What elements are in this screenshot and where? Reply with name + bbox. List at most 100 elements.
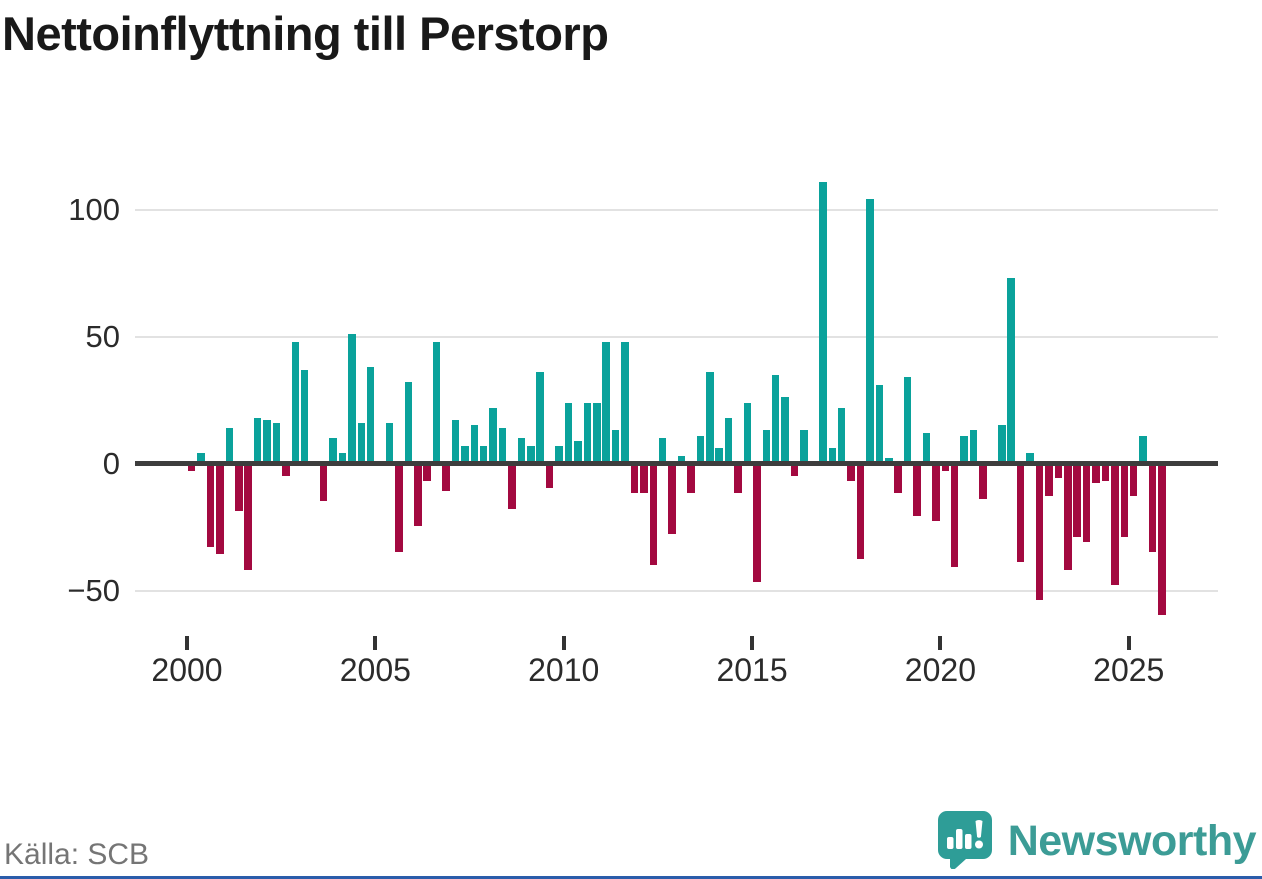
bar — [1139, 435, 1147, 464]
bar — [1120, 465, 1129, 537]
gridline — [135, 589, 1218, 592]
bar — [1035, 465, 1044, 601]
x-axis-tick — [185, 636, 189, 650]
bar — [1129, 465, 1138, 496]
bar — [800, 430, 808, 464]
bar — [1111, 465, 1119, 585]
bar — [216, 465, 224, 555]
bar — [913, 465, 921, 517]
bar — [687, 465, 695, 494]
bar — [451, 420, 460, 464]
bar — [734, 465, 742, 494]
bar — [593, 402, 601, 464]
bar — [677, 455, 686, 464]
bar — [950, 465, 959, 568]
bar — [187, 465, 196, 471]
bar — [432, 341, 441, 464]
bar — [395, 465, 403, 552]
bar — [922, 433, 931, 464]
bar — [1148, 465, 1157, 552]
bar — [536, 372, 544, 464]
bar — [658, 438, 667, 464]
bar — [1026, 453, 1034, 464]
bar — [819, 181, 827, 464]
bar — [1045, 465, 1053, 496]
bar — [696, 435, 705, 464]
bar — [461, 445, 469, 464]
bar — [338, 453, 347, 464]
bar — [715, 448, 723, 464]
x-axis-tick — [561, 636, 566, 650]
y-axis-label: 50 — [85, 318, 120, 354]
bar — [885, 458, 893, 464]
y-axis-label: −50 — [67, 572, 120, 608]
bar — [856, 465, 865, 560]
bar — [1101, 465, 1110, 481]
bar — [197, 453, 205, 464]
bar — [357, 422, 365, 464]
bar — [489, 407, 497, 464]
bar — [960, 435, 968, 464]
x-axis-tick — [938, 636, 943, 650]
bar — [847, 465, 855, 481]
bar — [300, 369, 309, 464]
bar — [866, 199, 874, 464]
x-axis-label: 2020 — [904, 652, 976, 688]
bar — [724, 417, 733, 464]
bar — [630, 465, 639, 494]
bar — [781, 397, 789, 464]
bar — [611, 430, 620, 464]
bar — [979, 465, 987, 499]
bar — [414, 465, 422, 527]
bar — [668, 465, 676, 535]
bar — [282, 465, 290, 476]
newsworthy-logo: Newsworthy — [936, 809, 1257, 874]
bar — [875, 384, 884, 464]
bar — [527, 445, 535, 464]
bar — [1082, 465, 1091, 542]
bar — [753, 465, 761, 583]
bar — [479, 445, 488, 464]
bar — [498, 427, 507, 464]
x-axis-tick — [373, 636, 378, 650]
bar — [903, 377, 912, 464]
bar — [442, 465, 450, 491]
bar — [941, 465, 950, 471]
bar — [1092, 465, 1100, 484]
bar — [253, 417, 262, 464]
x-axis-tick — [1126, 636, 1131, 650]
bar — [508, 465, 516, 509]
bar — [564, 402, 573, 464]
bar — [272, 422, 281, 464]
bar — [828, 448, 836, 464]
bar — [517, 438, 526, 464]
bar — [404, 382, 413, 464]
bar — [423, 465, 431, 481]
bar — [235, 465, 243, 512]
bar — [366, 366, 375, 464]
newsworthy-wordmark: Newsworthy — [1007, 816, 1257, 865]
gridline — [135, 335, 1218, 338]
bar — [555, 445, 563, 464]
bar — [225, 427, 234, 464]
bar — [319, 465, 328, 502]
bar — [998, 425, 1006, 464]
bar — [1007, 278, 1015, 464]
bar — [790, 465, 799, 476]
bar — [762, 430, 771, 464]
newsworthy-icon — [936, 809, 994, 874]
source-label: Källa: SCB — [4, 838, 150, 871]
bar — [894, 465, 902, 494]
bar — [621, 341, 629, 464]
bar — [743, 402, 752, 464]
bar — [1064, 465, 1072, 570]
bar — [837, 407, 846, 464]
bar — [329, 438, 337, 464]
bar — [583, 402, 592, 464]
bottom-accent-bar — [0, 876, 1262, 879]
gridline — [135, 208, 1218, 211]
bar — [244, 465, 252, 570]
x-axis-label: 2005 — [339, 652, 411, 688]
bar — [602, 341, 610, 464]
